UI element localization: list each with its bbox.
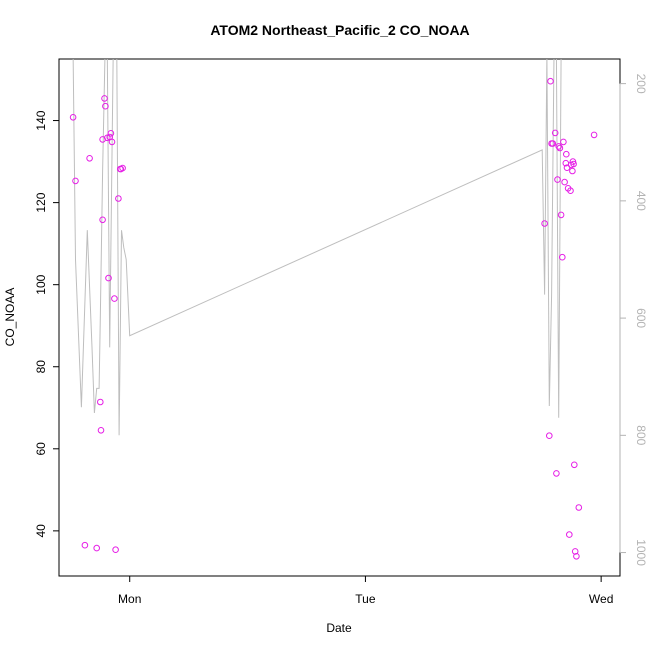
y-tick-label: 80 xyxy=(34,360,48,374)
data-point xyxy=(69,114,77,121)
data-point xyxy=(573,553,580,560)
data-point xyxy=(105,274,112,282)
y-tick-label: 140 xyxy=(34,110,48,130)
data-point xyxy=(97,398,104,406)
data-point xyxy=(556,144,564,152)
data-point xyxy=(567,187,574,194)
data-point xyxy=(541,220,548,227)
data-point xyxy=(559,253,566,261)
data-point xyxy=(108,138,116,146)
x-tick-label: Tue xyxy=(355,592,376,606)
data-point xyxy=(101,95,108,102)
data-point xyxy=(99,216,106,224)
data-point xyxy=(561,178,568,186)
point-series xyxy=(69,77,598,560)
y2-tick-label: 400 xyxy=(634,191,648,211)
data-point xyxy=(111,295,118,302)
y-axis-label: CO_NOAA xyxy=(3,288,17,347)
data-point xyxy=(560,138,567,146)
data-point xyxy=(107,130,115,137)
y2-tick-label: 600 xyxy=(634,308,648,328)
x-axis: Mon Tue Wed xyxy=(118,575,613,606)
y-tick-label: 100 xyxy=(34,274,48,294)
y-tick-label: 120 xyxy=(34,192,48,212)
data-point xyxy=(81,541,89,549)
data-point xyxy=(72,177,79,185)
y2-tick-label: 1000 xyxy=(634,539,648,566)
data-point xyxy=(112,546,119,554)
data-point xyxy=(563,150,570,158)
data-point xyxy=(575,504,583,511)
data-point xyxy=(554,176,561,183)
data-point xyxy=(547,77,554,85)
x-tick-label: Wed xyxy=(589,592,613,606)
line-series xyxy=(72,59,562,436)
y-tick-label: 40 xyxy=(34,524,48,538)
data-point xyxy=(119,164,126,172)
x-tick-label: Mon xyxy=(118,592,141,606)
data-point xyxy=(566,531,573,538)
data-point xyxy=(86,155,93,162)
data-point xyxy=(551,129,559,137)
y-axis: 40 60 80 100 120 140 xyxy=(34,110,60,538)
data-point xyxy=(555,143,563,150)
data-point xyxy=(93,544,100,552)
data-point xyxy=(115,195,122,202)
data-point xyxy=(590,131,598,139)
data-point xyxy=(570,160,577,168)
data-point xyxy=(553,470,560,477)
plot-frame xyxy=(58,58,621,577)
data-point xyxy=(102,102,109,110)
y2-tick-label: 800 xyxy=(634,425,648,445)
y-tick-label: 60 xyxy=(34,442,48,456)
data-line xyxy=(72,59,562,436)
chart-title: ATOM2 Northeast_Pacific_2 CO_NOAA xyxy=(210,22,469,38)
data-point xyxy=(549,140,557,147)
data-point xyxy=(546,432,553,440)
data-point xyxy=(97,427,105,434)
secondary-y-axis: 200 400 600 800 1000 xyxy=(619,74,648,566)
y2-tick-label: 200 xyxy=(634,74,648,94)
data-point xyxy=(557,211,565,219)
data-point xyxy=(571,461,578,469)
x-axis-label: Date xyxy=(326,621,352,635)
data-point xyxy=(569,167,576,175)
